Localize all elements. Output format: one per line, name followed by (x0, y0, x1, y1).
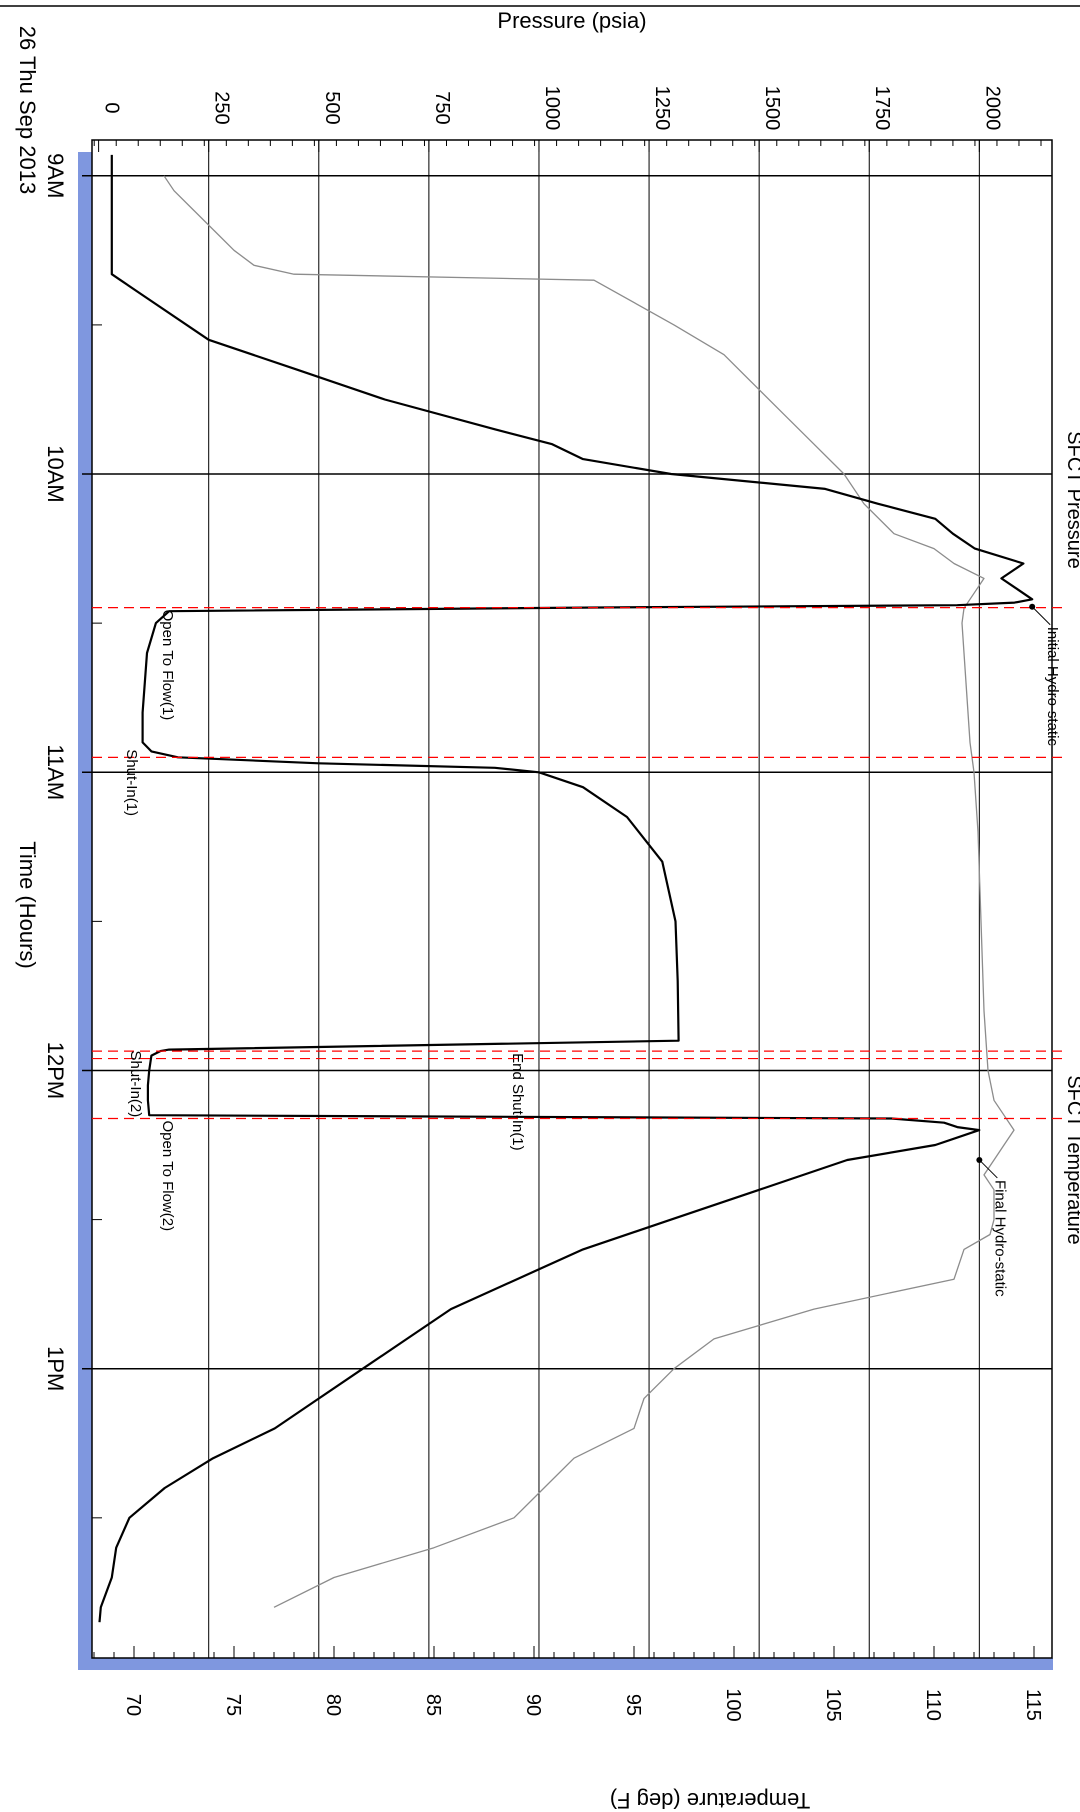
event-label: Open To Flow(1) (159, 610, 176, 721)
time-tick-label: 11AM (43, 744, 68, 800)
time-tick-label: 10AM (43, 445, 68, 502)
legend: SFCT Pressure SFCT Temperature (1063, 431, 1080, 1244)
legend-pressure-label: SFCT Pressure (1063, 431, 1080, 568)
pressure-tick-label: 250 (211, 91, 233, 124)
pressure-tick-label: 1750 (871, 86, 893, 131)
pressure-tick-label: 1250 (651, 86, 673, 131)
annotation-leader (978, 1159, 998, 1179)
plot-frame (91, 139, 1053, 1659)
annotation-leader (1031, 606, 1051, 626)
axis-labels: 0 250 500 750 1000 1250 1500 1750 2000 70 75 80 85 90… (15, 8, 1044, 1812)
legend-temperature-label: SFCT Temperature (1063, 1075, 1080, 1244)
annotation-label: Final Hydro-static (991, 1180, 1008, 1297)
temperature-tick-label: 85 (422, 1694, 444, 1716)
time-tick-label: 12PM (43, 1042, 68, 1099)
pressure-tick-label: 0 (101, 102, 123, 113)
time-tick-label: 9AM (43, 153, 68, 198)
pressure-series (98, 154, 1034, 1623)
temperature-tick-label: 90 (522, 1694, 544, 1716)
temperature-tick-label: 110 (922, 1689, 944, 1721)
axis-ticks (92, 140, 1042, 1658)
temperature-tick-label: 70 (122, 1694, 144, 1716)
event-label: Shut-In(1) (123, 749, 140, 816)
pressure-tick-label: 500 (321, 91, 343, 124)
event-label: Open To Flow(2) (159, 1120, 176, 1231)
temperature-tick-label: 115 (1022, 1689, 1044, 1721)
temperature-tick-label: 100 (722, 1688, 744, 1721)
pressure-tick-label: 2000 (981, 86, 1003, 131)
annotation-label: Initial Hydro-static (1044, 627, 1061, 747)
time-tick-label: 1PM (43, 1346, 68, 1391)
pressure-tick-label: 1000 (541, 86, 563, 131)
date-label: 26 Thu Sep 2013 (15, 26, 40, 194)
temperature-tick-label: 75 (222, 1694, 244, 1716)
temperature-series (163, 175, 1015, 1608)
time-band-left (78, 152, 92, 1670)
pressure-axis-title: Pressure (psia) (497, 8, 646, 33)
time-axis-title: Time (Hours) (15, 841, 40, 969)
grid (82, 140, 1052, 1658)
event-label: End Shut-In(1) (509, 1053, 526, 1151)
pressure-line (98, 154, 1034, 1623)
event-markers: Open To Flow(1) Shut-In(1) End Shut-In(1) S… (92, 607, 1068, 1231)
temperature-line (163, 175, 1015, 1608)
temperature-tick-label: 80 (322, 1694, 344, 1716)
annotations: Initial Hydro-static Final Hydro-static (976, 603, 1061, 1297)
temperature-tick-label: 95 (622, 1694, 644, 1716)
temperature-axis-title: Temperature (deg F) (610, 1788, 811, 1812)
time-band-bottom (78, 1658, 1053, 1670)
pressure-tick-label: 750 (431, 91, 453, 124)
pressure-tick-label: 1500 (761, 86, 783, 131)
time-band (78, 152, 1053, 1670)
temperature-tick-label: 105 (822, 1688, 844, 1721)
event-label: Shut-In(2) (127, 1051, 144, 1118)
